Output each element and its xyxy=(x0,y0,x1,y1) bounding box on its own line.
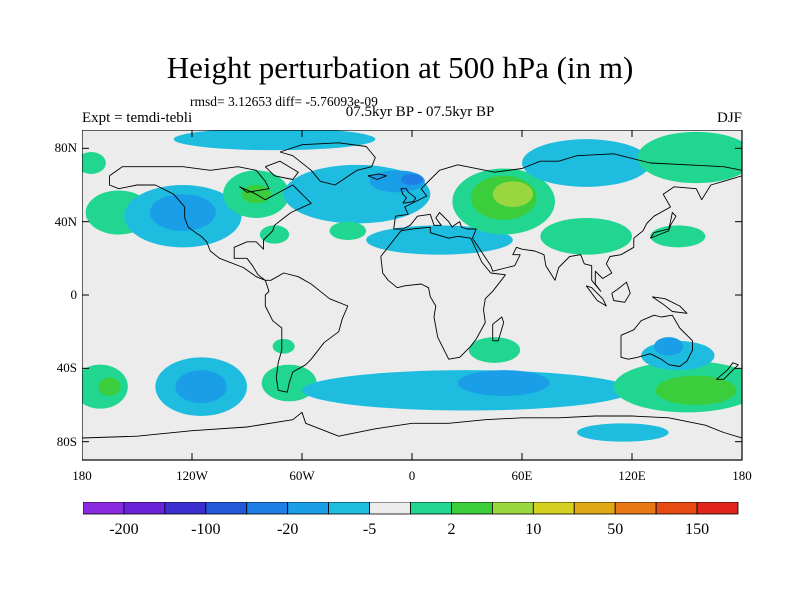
coastline-iceland xyxy=(367,173,387,180)
stats-line: rmsd= 3.12653 diff= -5.76093e-09 xyxy=(190,94,378,109)
colorbar-labels: -200 -100 -20 -5 2 10 50 150 xyxy=(109,521,709,538)
colorbar-label: 150 xyxy=(685,521,709,538)
coastline-baffin xyxy=(264,160,299,180)
colorbar-box xyxy=(205,502,248,515)
anomaly-patch xyxy=(650,225,706,248)
season-label: DJF xyxy=(716,110,742,126)
anomaly-patch xyxy=(577,423,669,442)
lon-tick-label: 120E xyxy=(618,468,646,483)
colorbar-box xyxy=(164,502,207,515)
world-anomaly-map xyxy=(82,130,743,461)
experiment-label: Expt = temdi-tebli xyxy=(82,110,193,126)
lon-tick-label: 180 xyxy=(72,468,92,483)
anomaly-patch xyxy=(540,218,632,255)
coastline-eurasia xyxy=(393,153,742,292)
coastlines xyxy=(82,142,742,439)
axis-ticks xyxy=(82,130,743,460)
coastline-madagascar xyxy=(492,316,505,342)
colorbar-label: -20 xyxy=(277,521,298,538)
plot-title: Height perturbation at 500 hPa (in m) xyxy=(166,50,634,85)
lon-tick-label: 0 xyxy=(408,468,416,483)
anomaly-patch xyxy=(401,174,423,185)
anomaly-fields xyxy=(82,130,742,442)
coastline-sumatra xyxy=(585,285,607,307)
coastline-borneo xyxy=(611,281,631,303)
colorbar-box xyxy=(532,502,575,515)
colorbar-box xyxy=(246,502,289,515)
colorbar-box xyxy=(573,502,616,515)
colorbar-box xyxy=(123,502,166,515)
coastline-africa xyxy=(380,226,506,360)
anomaly-patch xyxy=(654,337,684,356)
anomaly-patch xyxy=(173,130,376,151)
coastline-australia xyxy=(620,314,693,367)
colorbar-boxes xyxy=(83,502,739,515)
colorbar-label: -200 xyxy=(109,521,138,538)
colorbar-box xyxy=(83,502,125,515)
colorbar-box xyxy=(369,502,411,515)
anomaly-patch xyxy=(457,370,550,396)
colorbar-label: 50 xyxy=(607,521,623,538)
lat-tick-label: 40N xyxy=(54,213,77,229)
anomaly-patch xyxy=(522,139,651,187)
colorbar-box xyxy=(491,502,534,515)
lat-tick-label: 80S xyxy=(56,433,77,449)
coastline-north-america xyxy=(109,166,312,281)
lat-tick-label: 80N xyxy=(54,140,77,156)
coastline-new-guinea xyxy=(651,296,688,314)
colorbar-box xyxy=(696,502,739,515)
anomaly-patch xyxy=(82,152,106,174)
colorbar: -200 -100 -20 -5 2 10 50 150 xyxy=(83,502,739,538)
colorbar-box xyxy=(451,502,493,515)
coastline-japan xyxy=(649,212,677,239)
anomaly-patch xyxy=(329,221,367,240)
anomaly-patch xyxy=(175,370,227,404)
lat-tick-label: 40S xyxy=(56,360,77,376)
colorbar-box xyxy=(410,502,452,515)
anomaly-patch xyxy=(272,339,295,354)
colorbar-box xyxy=(328,502,370,515)
anomaly-patch xyxy=(98,377,121,396)
coastline-greenland xyxy=(279,142,376,186)
anomaly-patch xyxy=(149,194,216,231)
period-label: 07.5kyr BP - 07.5kyr BP xyxy=(345,104,495,120)
colorbar-label: -5 xyxy=(363,521,376,538)
colorbar-box xyxy=(655,502,698,515)
lat-tick-label: 0 xyxy=(70,287,78,302)
anomaly-patch xyxy=(637,131,742,184)
lon-tick-label: 60W xyxy=(289,468,315,483)
colorbar-label: -100 xyxy=(191,521,220,538)
coastline-south-america xyxy=(264,272,349,393)
anomaly-patch xyxy=(259,225,290,244)
anomaly-patch xyxy=(468,337,521,363)
lon-tick-label: 120W xyxy=(176,468,208,483)
anomaly-patch xyxy=(492,181,533,207)
anomaly-patch xyxy=(655,375,737,405)
coastline-antarctica xyxy=(82,411,742,439)
colorbar-label: 2 xyxy=(447,521,455,538)
anomaly-patch xyxy=(366,225,513,255)
lon-tick-label: 60E xyxy=(511,468,533,483)
coastline-british-isles xyxy=(400,188,417,204)
colorbar-box xyxy=(287,502,330,515)
lon-tick-label: 180 xyxy=(732,468,752,483)
colorbar-label: 10 xyxy=(525,521,541,538)
coastline-new-zealand xyxy=(716,362,739,380)
colorbar-box xyxy=(614,502,657,515)
